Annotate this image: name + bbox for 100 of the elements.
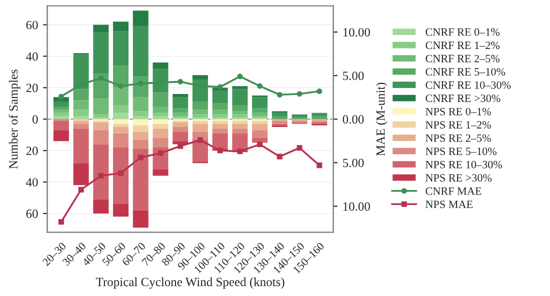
bar bbox=[132, 116, 148, 120]
legend-label: NPS MAE bbox=[426, 200, 473, 208]
bar bbox=[93, 98, 109, 114]
bar bbox=[132, 125, 148, 132]
point bbox=[257, 83, 263, 89]
point bbox=[118, 83, 124, 89]
point bbox=[197, 137, 204, 143]
bar bbox=[232, 86, 248, 90]
bar bbox=[53, 102, 69, 107]
point bbox=[178, 143, 184, 149]
bar bbox=[152, 92, 168, 107]
y2-tick-label: 5.00 bbox=[343, 158, 364, 168]
point bbox=[217, 84, 223, 90]
y-tick-label: 0 bbox=[32, 115, 38, 124]
bar bbox=[93, 130, 109, 144]
bar bbox=[252, 124, 268, 130]
bar bbox=[252, 97, 268, 108]
bar bbox=[212, 110, 228, 114]
x-axis-title: Tropical Cyclone Wind Speed (knots) bbox=[96, 277, 284, 289]
bar bbox=[252, 120, 268, 124]
bar bbox=[192, 114, 208, 118]
point bbox=[58, 219, 64, 225]
y2-axis-title: MAE (M-unit) bbox=[376, 82, 388, 156]
bar bbox=[152, 116, 168, 120]
bar bbox=[232, 89, 248, 105]
point bbox=[78, 186, 84, 192]
bar bbox=[152, 106, 168, 113]
bar bbox=[192, 120, 208, 124]
bar bbox=[172, 127, 188, 132]
point bbox=[138, 80, 144, 86]
bar bbox=[53, 112, 69, 116]
bar bbox=[272, 116, 288, 120]
point bbox=[178, 78, 184, 84]
bar bbox=[73, 100, 89, 110]
legend-label: CNRF MAE bbox=[426, 187, 482, 195]
point bbox=[237, 74, 243, 80]
bar bbox=[132, 97, 148, 112]
bar bbox=[53, 130, 69, 142]
point bbox=[98, 75, 104, 81]
bar bbox=[113, 31, 129, 66]
bar bbox=[292, 114, 308, 118]
legend-label: CNRF RE 0–1% bbox=[426, 28, 500, 36]
bar bbox=[212, 128, 228, 134]
point bbox=[118, 170, 124, 176]
point bbox=[58, 94, 64, 100]
bar bbox=[152, 128, 168, 138]
bar bbox=[93, 24, 109, 33]
bar bbox=[212, 124, 228, 129]
bar bbox=[73, 128, 89, 164]
bar bbox=[132, 132, 148, 140]
y2-tick-label: 0.00 bbox=[342, 115, 364, 124]
bar bbox=[132, 149, 148, 210]
bar bbox=[232, 114, 248, 118]
point bbox=[158, 150, 164, 156]
bar bbox=[192, 110, 208, 114]
bar bbox=[152, 119, 168, 124]
bar bbox=[113, 88, 129, 105]
y-tick-label: 20 bbox=[26, 146, 38, 156]
point bbox=[296, 145, 302, 151]
bar bbox=[232, 133, 248, 151]
point bbox=[257, 142, 263, 148]
point bbox=[98, 172, 104, 179]
bar bbox=[113, 204, 129, 217]
point bbox=[237, 148, 243, 154]
bar bbox=[53, 116, 69, 120]
legend-label: CNRF RE 5–10% bbox=[426, 68, 506, 76]
bar bbox=[73, 89, 89, 100]
y-tick-label: 60 bbox=[26, 210, 38, 218]
legend-label: NPS RE >30% bbox=[426, 174, 492, 182]
legend-label: NPS RE 5–10% bbox=[426, 148, 496, 156]
y-tick-label: 20 bbox=[26, 84, 38, 92]
bar bbox=[312, 112, 328, 116]
bar bbox=[152, 62, 168, 69]
point bbox=[276, 154, 282, 160]
bar bbox=[93, 114, 109, 118]
point bbox=[78, 82, 84, 88]
bar bbox=[93, 122, 109, 130]
bar bbox=[212, 120, 228, 124]
y2-tick-label: 5.00 bbox=[343, 72, 364, 80]
bar bbox=[252, 108, 268, 113]
bar bbox=[192, 124, 208, 132]
bar bbox=[113, 119, 129, 124]
bar bbox=[132, 119, 148, 126]
bar bbox=[93, 32, 109, 74]
bar bbox=[113, 112, 129, 120]
bar bbox=[113, 127, 129, 134]
bar bbox=[152, 124, 168, 129]
y-tick-label: 60 bbox=[26, 20, 38, 30]
y-tick-label: 40 bbox=[26, 52, 38, 61]
bar bbox=[132, 210, 148, 228]
bar bbox=[172, 132, 188, 142]
bar bbox=[113, 124, 129, 128]
bar bbox=[132, 140, 148, 150]
y2-tick-label: 10.00 bbox=[343, 28, 370, 37]
legend-label: NPS RE 1–2% bbox=[426, 121, 491, 129]
bar bbox=[132, 111, 148, 116]
point bbox=[316, 88, 322, 94]
legend-label: CNRF RE 1–2% bbox=[426, 42, 500, 50]
legend-label: CNRF RE 10–30% bbox=[426, 81, 511, 89]
bar bbox=[113, 147, 129, 204]
